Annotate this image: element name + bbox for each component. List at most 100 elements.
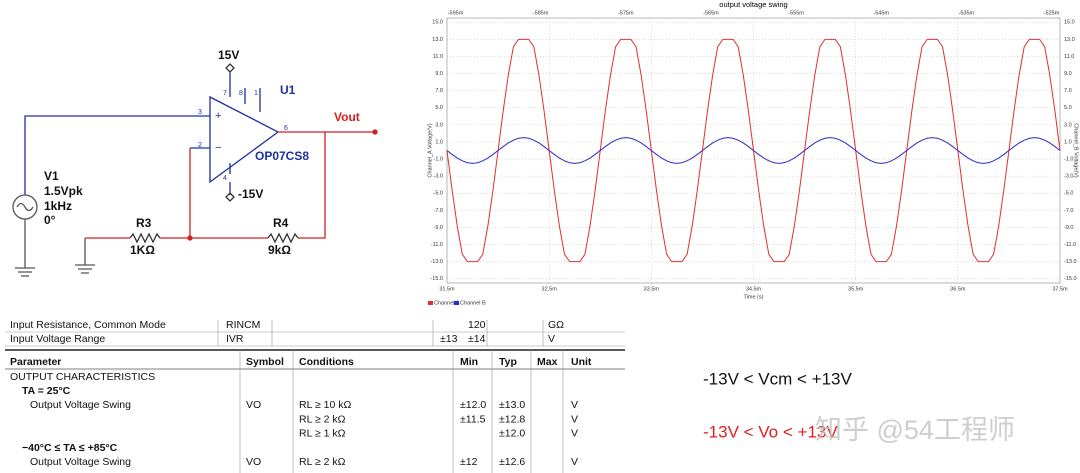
table-header: Unit: [571, 356, 592, 368]
y2-tick-label: -3.0: [1064, 174, 1073, 180]
table-cell: V: [571, 413, 578, 425]
table-cell: GΩ: [548, 319, 564, 331]
y-tick-label: 3.0: [435, 122, 443, 128]
x2-tick-label: -585m: [533, 10, 549, 16]
label: R4: [273, 216, 289, 230]
y2-tick-label: 9.0: [1064, 71, 1072, 77]
table-cell: Input Resistance, Common Mode: [10, 319, 166, 331]
table-cell: RL ≥ 2 kΩ: [299, 456, 346, 468]
x2-tick-label: -575m: [618, 10, 634, 16]
y2-tick-label: 5.0: [1064, 105, 1072, 111]
data-line: [446, 137, 1061, 164]
table-header: Typ: [499, 356, 517, 368]
y-tick-label: -3.0: [434, 174, 443, 180]
table-header: Min: [460, 356, 478, 368]
y-tick-label: -5.0: [434, 191, 443, 197]
label: U1: [280, 83, 296, 97]
y2-tick-label: 3.0: [1064, 122, 1072, 128]
x-tick-label: 32.5m: [542, 286, 558, 292]
x2-tick-label: -595m: [448, 10, 464, 16]
table-cell: ±14: [468, 333, 486, 345]
table-cell: V: [571, 456, 578, 468]
table-cell: RL ≥ 10 kΩ: [299, 399, 351, 411]
table-cell: V: [548, 333, 555, 345]
y-tick-label: 1.0: [435, 139, 443, 145]
label: 9kΩ: [268, 243, 291, 257]
y2-tick-label: 13.0: [1064, 37, 1075, 43]
x-tick-label: 33.5m: [644, 286, 660, 292]
table-header: Symbol: [246, 356, 284, 368]
x2-tick-label: -565m: [703, 10, 719, 16]
table-cell: Input Voltage Range: [10, 333, 105, 345]
label: -15V: [238, 187, 263, 201]
y2-tick-label: 11.0: [1064, 54, 1074, 60]
label: 1kHz: [44, 199, 72, 213]
pin-label: 6: [284, 125, 288, 132]
pin-label: 7: [223, 90, 227, 97]
chart-title: output voltage swing: [719, 0, 787, 9]
y-tick-label: 7.0: [435, 88, 443, 94]
y-tick-label: -1.0: [434, 157, 443, 163]
note: -13V < Vcm < +13V: [703, 369, 852, 388]
x-axis-label: Time (s): [744, 294, 764, 300]
y-tick-label: 15.0: [432, 20, 443, 26]
y2-tick-label: -7.0: [1064, 208, 1073, 214]
table-cell: RL ≥ 2 kΩ: [299, 413, 346, 425]
y2-tick-label: -13.0: [1064, 259, 1077, 265]
y2-tick-label: -9.0: [1064, 225, 1073, 231]
table-cell: RINCM: [226, 319, 260, 331]
y-tick-label: 13.0: [432, 37, 443, 43]
y2-tick-label: -5.0: [1064, 191, 1073, 197]
y-tick-label: -9.0: [434, 225, 443, 231]
x-tick-label: 36.5m: [950, 286, 966, 292]
table-cell: V: [571, 399, 578, 411]
y-tick-label: 11.0: [433, 54, 443, 60]
y-tick-label: -11.0: [431, 242, 443, 248]
y2-tick-label: -11.0: [1064, 242, 1076, 248]
table-cell: V: [571, 428, 578, 440]
legend-swatch: [454, 301, 459, 305]
table-cell: ±12: [460, 456, 478, 468]
x2-tick-label: -535m: [959, 10, 975, 16]
y-tick-label: -15.0: [430, 276, 443, 282]
label: 1.5Vpk: [44, 184, 83, 198]
table-cell: VO: [246, 399, 261, 411]
legend-swatch: [428, 301, 433, 305]
table-cell: ±13: [440, 333, 458, 345]
x-tick-label: 35.5m: [848, 286, 864, 292]
y-tick-label: 9.0: [435, 71, 443, 77]
table-cell: Output Voltage Swing: [30, 399, 131, 411]
label: 0°: [44, 213, 56, 227]
pin-label: 3: [198, 109, 202, 116]
y-axis-label: Channel_A Voltage(V): [427, 123, 433, 177]
table-cell: ±12.0: [499, 428, 525, 440]
y2-tick-label: -1.0: [1064, 157, 1073, 163]
label: R3: [136, 216, 152, 230]
pin-label: 1: [254, 90, 258, 97]
x2-tick-label: -525m: [1044, 10, 1060, 16]
table-cell: ±13.0: [499, 399, 525, 411]
y2-axis-label: Channel_B Voltage(V): [1073, 123, 1079, 178]
y2-tick-label: 15.0: [1064, 20, 1075, 26]
y-tick-label: -7.0: [434, 208, 443, 214]
table-cell: ±12.8: [499, 413, 525, 425]
table-cell: ±12.0: [460, 399, 486, 411]
label: V1: [44, 169, 59, 183]
table-cell: VO: [246, 456, 261, 468]
legend-label: Channel B: [460, 300, 486, 306]
y2-tick-label: 1.0: [1064, 139, 1072, 145]
table-cell: IVR: [226, 333, 244, 345]
table-cell: RL ≥ 1 kΩ: [299, 428, 346, 440]
y-tick-label: 5.0: [435, 105, 443, 111]
x2-tick-label: -555m: [788, 10, 804, 16]
table-header: Max: [537, 356, 558, 368]
label: 15V: [218, 48, 239, 62]
table-cell: TA = 25°C: [22, 385, 71, 397]
watermark: 知乎 @54工程师: [815, 415, 1015, 445]
table-cell: 120: [468, 319, 486, 331]
schematic: + −: [12, 63, 378, 277]
y2-tick-label: 7.0: [1064, 88, 1072, 94]
table-cell: ±12.6: [499, 456, 525, 468]
pin-label: 2: [198, 142, 202, 149]
